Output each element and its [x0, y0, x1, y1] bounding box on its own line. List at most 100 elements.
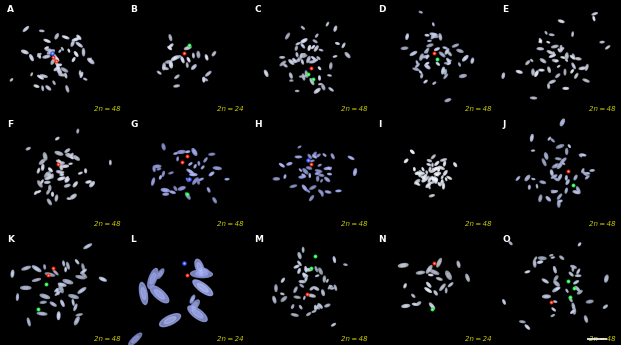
Ellipse shape	[427, 283, 431, 287]
Ellipse shape	[415, 180, 419, 183]
Ellipse shape	[59, 74, 65, 76]
Ellipse shape	[570, 56, 575, 59]
Ellipse shape	[200, 179, 202, 180]
Ellipse shape	[430, 303, 435, 309]
Ellipse shape	[433, 178, 436, 180]
Ellipse shape	[302, 247, 304, 252]
Ellipse shape	[517, 71, 522, 73]
Ellipse shape	[162, 171, 165, 176]
Ellipse shape	[27, 148, 29, 149]
Ellipse shape	[424, 56, 427, 57]
Text: M: M	[255, 235, 263, 244]
Ellipse shape	[200, 270, 202, 274]
Ellipse shape	[321, 180, 322, 181]
Ellipse shape	[447, 51, 451, 56]
Ellipse shape	[191, 297, 194, 301]
Ellipse shape	[415, 179, 420, 184]
Ellipse shape	[203, 78, 204, 81]
Ellipse shape	[160, 314, 181, 327]
Ellipse shape	[549, 138, 550, 139]
Ellipse shape	[304, 296, 305, 299]
Ellipse shape	[422, 178, 427, 182]
Ellipse shape	[445, 99, 451, 102]
Ellipse shape	[75, 53, 77, 55]
Ellipse shape	[538, 48, 542, 49]
Ellipse shape	[406, 160, 407, 162]
Ellipse shape	[435, 48, 439, 50]
Ellipse shape	[313, 155, 316, 158]
Ellipse shape	[307, 269, 310, 270]
Ellipse shape	[440, 181, 443, 185]
Ellipse shape	[193, 53, 194, 58]
Ellipse shape	[308, 155, 312, 158]
Ellipse shape	[540, 257, 545, 259]
Ellipse shape	[412, 303, 418, 305]
Ellipse shape	[426, 177, 428, 179]
Ellipse shape	[302, 45, 304, 47]
Ellipse shape	[42, 87, 43, 89]
Ellipse shape	[178, 187, 185, 190]
Ellipse shape	[191, 270, 212, 278]
Ellipse shape	[60, 174, 63, 176]
Ellipse shape	[432, 164, 433, 166]
Ellipse shape	[526, 177, 528, 179]
Ellipse shape	[428, 274, 433, 276]
Ellipse shape	[422, 56, 429, 58]
Ellipse shape	[548, 137, 551, 140]
Ellipse shape	[294, 296, 300, 298]
Ellipse shape	[550, 255, 552, 256]
Ellipse shape	[571, 309, 575, 313]
Ellipse shape	[593, 13, 596, 14]
Ellipse shape	[302, 61, 303, 63]
Ellipse shape	[63, 166, 67, 167]
Ellipse shape	[66, 185, 69, 186]
Ellipse shape	[558, 145, 562, 147]
Ellipse shape	[310, 79, 314, 85]
Ellipse shape	[564, 69, 566, 75]
Ellipse shape	[543, 160, 545, 164]
Ellipse shape	[83, 273, 86, 276]
Ellipse shape	[48, 168, 52, 172]
Ellipse shape	[581, 154, 586, 156]
Ellipse shape	[50, 302, 56, 306]
Ellipse shape	[193, 150, 196, 154]
Ellipse shape	[171, 56, 178, 60]
Ellipse shape	[432, 177, 433, 179]
Text: G: G	[130, 120, 138, 129]
Ellipse shape	[306, 278, 307, 280]
Ellipse shape	[429, 167, 431, 171]
Ellipse shape	[298, 253, 301, 258]
Ellipse shape	[170, 63, 172, 66]
Ellipse shape	[435, 178, 437, 183]
Ellipse shape	[301, 55, 302, 57]
Ellipse shape	[325, 177, 330, 181]
Ellipse shape	[65, 73, 66, 78]
Ellipse shape	[577, 275, 579, 276]
Ellipse shape	[471, 58, 474, 63]
Ellipse shape	[291, 80, 292, 81]
Ellipse shape	[175, 153, 177, 154]
Ellipse shape	[418, 272, 423, 274]
Text: C: C	[255, 6, 261, 14]
Ellipse shape	[550, 55, 555, 57]
Ellipse shape	[415, 63, 419, 68]
Ellipse shape	[74, 39, 78, 40]
Ellipse shape	[47, 50, 55, 54]
Ellipse shape	[428, 177, 431, 182]
Ellipse shape	[319, 68, 320, 69]
Ellipse shape	[83, 50, 84, 54]
Ellipse shape	[61, 174, 63, 175]
Ellipse shape	[448, 63, 450, 64]
Ellipse shape	[313, 40, 317, 42]
Ellipse shape	[423, 175, 427, 179]
Ellipse shape	[548, 67, 550, 72]
Ellipse shape	[503, 300, 505, 304]
Ellipse shape	[46, 86, 50, 90]
Ellipse shape	[322, 85, 325, 90]
Ellipse shape	[446, 58, 450, 63]
Ellipse shape	[330, 288, 334, 289]
Ellipse shape	[319, 49, 323, 51]
Ellipse shape	[40, 301, 47, 303]
Ellipse shape	[279, 164, 284, 167]
Ellipse shape	[290, 61, 292, 63]
